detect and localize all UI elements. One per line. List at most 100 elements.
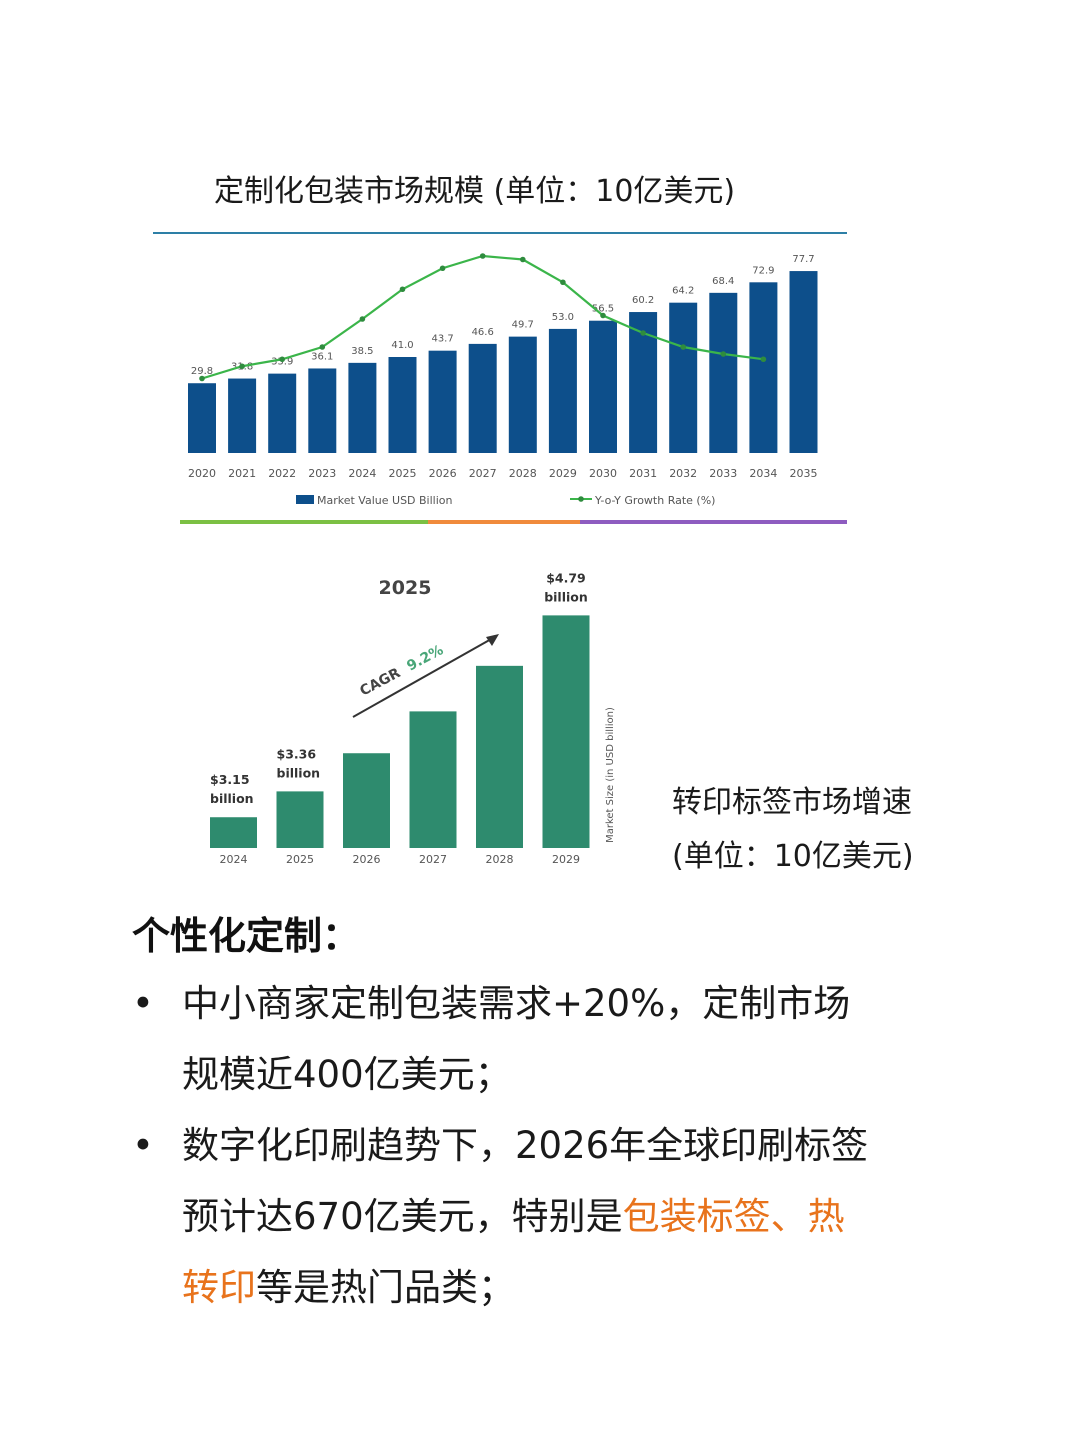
bar-annotation: $3.36 [277, 746, 317, 761]
growth-rate-point [359, 316, 366, 322]
bar-value-label: 60.2 [632, 295, 654, 306]
market-bar [428, 350, 457, 453]
bullet-span: 等是热门品类； [256, 1266, 515, 1309]
bullet-span: 规模近400亿美元； [182, 1053, 512, 1096]
x-tick-label: 2029 [552, 853, 580, 866]
highlight-span: 包装标签、热 [622, 1195, 845, 1238]
highlight-span: 转印 [182, 1266, 256, 1309]
chart2-caption: 转印标签市场增速 (单位：10亿美元) [672, 776, 914, 884]
chart1-title: 定制化包装市场规模 (单位：10亿美元) [214, 174, 736, 209]
bar-annotation: billion [544, 589, 588, 604]
market-bar [789, 271, 818, 453]
growth-rate-point [479, 253, 486, 259]
transfer-label-bar [409, 711, 457, 848]
bar-annotation: $4.79 [546, 570, 586, 585]
x-tick-label: 2022 [268, 467, 296, 480]
growth-rate-point [399, 286, 406, 293]
bullet-dot: • [132, 1124, 154, 1167]
bar-value-label: 46.6 [472, 327, 494, 338]
market-bar [308, 368, 337, 453]
legend-line-label: Y-o-Y Growth Rate (%) [594, 494, 715, 507]
bar-value-label: 68.4 [712, 276, 734, 287]
x-tick-label: 2025 [286, 853, 314, 866]
growth-rate-point [720, 351, 727, 357]
bullet-line: 规模近400亿美元； [182, 1039, 932, 1110]
chart2-ylabel: Market Size (in USD billion) [605, 707, 616, 843]
x-tick-label: 2028 [486, 853, 514, 866]
transfer-label-bar [476, 665, 523, 848]
market-bar [228, 378, 257, 453]
x-tick-label: 2031 [629, 467, 657, 480]
cagr-label: CAGR [357, 665, 403, 700]
growth-rate-point [600, 312, 606, 319]
transfer-label-chart: 2025 $3.15 billion $3.36 billion $4.79 billio… [210, 570, 616, 866]
growth-rate-point [520, 256, 526, 263]
market-bar [348, 362, 377, 453]
growth-rate-point [560, 279, 566, 286]
x-tick-label: 2030 [589, 467, 617, 480]
bar-value-label: 77.7 [792, 254, 814, 265]
bullet-line: 转印等是热门品类； [182, 1252, 932, 1323]
chart2-title: 2025 [379, 577, 432, 599]
market-bar [268, 373, 297, 453]
x-tick-label: 2034 [749, 467, 777, 480]
cagr-arrow [352, 637, 494, 718]
growth-rate-point [439, 265, 446, 272]
x-tick-label: 2035 [790, 467, 818, 480]
bar-value-label: 64.2 [672, 286, 694, 297]
growth-rate-point [279, 356, 285, 363]
chart2-caption-line: (单位：10亿美元) [672, 839, 914, 874]
legend-bar-label: Market Value USD Billion [317, 494, 453, 507]
x-tick-label: 2025 [389, 467, 417, 480]
x-tick-label: 2029 [549, 467, 577, 480]
x-tick-label: 2024 [348, 467, 376, 480]
bullet-dot: • [132, 982, 154, 1025]
market-bar [188, 383, 216, 453]
bar-value-label: 53.0 [552, 312, 574, 323]
bullet-text: 中小商家定制包装需求+20%，定制市场 规模近400亿美元； [182, 968, 932, 1110]
market-bar [548, 328, 577, 453]
transfer-label-bar [210, 817, 257, 848]
growth-rate-point [319, 344, 326, 350]
x-tick-label: 2032 [669, 467, 697, 480]
x-tick-label: 2026 [353, 853, 381, 866]
bar-annotation: $3.15 [210, 772, 250, 787]
growth-rate-point [239, 363, 245, 370]
cagr-value: 9.2% [404, 642, 446, 674]
x-tick-label: 2028 [509, 467, 537, 480]
x-tick-label: 2027 [469, 467, 497, 480]
bar-value-label: 29.8 [191, 366, 213, 377]
chart2-caption-line: 转印标签市场增速 [672, 785, 912, 820]
bullet-item: • 数字化印刷趋势下，2026年全球印刷标签 预计达670亿美元，特别是包装标签… [132, 1110, 932, 1323]
x-tick-label: 2021 [228, 467, 256, 480]
transfer-label-bar [542, 615, 590, 848]
bar-annotation: billion [210, 791, 254, 806]
bar-value-label: 36.1 [311, 351, 333, 362]
transfer-label-bar [343, 753, 390, 848]
cagr-arrow-head [486, 634, 499, 646]
bar-value-label: 41.0 [391, 340, 413, 351]
bullet-line: 中小商家定制包装需求+20%，定制市场 [182, 968, 932, 1039]
market-bar [709, 292, 738, 453]
section-title: 个性化定制： [132, 914, 361, 958]
bullet-item: • 中小商家定制包装需求+20%，定制市场 规模近400亿美元； [132, 968, 932, 1110]
x-tick-label: 2023 [308, 467, 336, 480]
growth-rate-point [760, 356, 767, 363]
x-tick-label: 2026 [429, 467, 457, 480]
bar-value-label: 56.5 [592, 304, 614, 315]
x-tick-label: 2020 [188, 467, 216, 480]
growth-rate-point [199, 375, 205, 382]
bullet-span: 预计达670亿美元，特别是 [182, 1195, 623, 1238]
x-tick-label: 2024 [220, 853, 248, 866]
bullet-text: 数字化印刷趋势下，2026年全球印刷标签 预计达670亿美元，特别是包装标签、热… [182, 1110, 932, 1323]
market-bar [669, 302, 698, 453]
market-bar [388, 357, 417, 453]
bar-value-label: 49.7 [512, 320, 534, 331]
market-bar [508, 336, 537, 453]
bar-value-label: 43.7 [431, 334, 453, 345]
legend-line-marker [578, 496, 584, 502]
bullet-line: 预计达670亿美元，特别是包装标签、热 [182, 1181, 932, 1252]
market-bar [589, 320, 617, 453]
market-bar [468, 343, 497, 453]
market-value-chart: 29.831.833.936.138.541.043.746.649.753.0… [153, 232, 847, 524]
